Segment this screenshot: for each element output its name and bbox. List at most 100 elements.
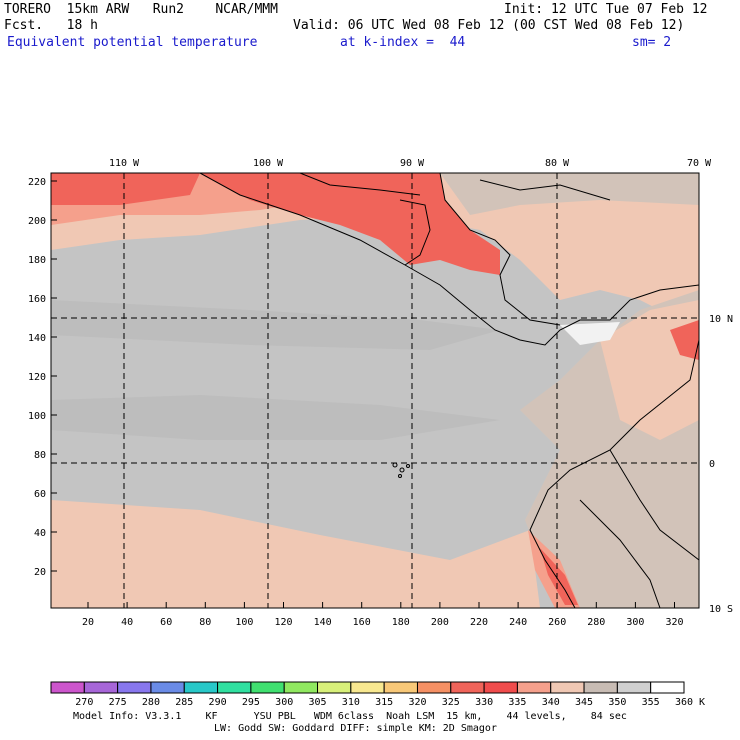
longitude-label: 90 W [400, 158, 425, 169]
forecast-hour-label: Fcst. 18 h [4, 18, 98, 33]
x-grid-ticks: 20 40 60 80 100 120 140 160 180 200 220 240 260 280 30… [82, 602, 684, 628]
colorbar-swatch [317, 681, 352, 694]
coastlines [199, 173, 699, 608]
colorbar-swatch [516, 681, 552, 694]
x-tick-label: 40 [121, 617, 133, 628]
x-tick-label: 80 [199, 617, 211, 628]
y-tick-label: 40 [34, 528, 46, 539]
colorbar-swatch [650, 681, 685, 694]
y-tick-label: 180 [28, 255, 46, 266]
model-run-label: TORERO 15km ARW Run2 NCAR/MMM [4, 2, 278, 17]
valid-time-label: Valid: 06 UTC Wed 08 Feb 12 (00 CST Wed … [293, 18, 685, 33]
colorbar-label: 325 [442, 697, 460, 708]
x-tick-label: 180 [392, 617, 410, 628]
x-tick-label: 320 [665, 617, 683, 628]
latitude-label: 0 [709, 459, 715, 470]
colorbar-label: 345 [575, 697, 593, 708]
level-label: at k-index = 44 [340, 35, 466, 50]
colorbar-label: 340 [542, 697, 560, 708]
north-hot-patch [51, 173, 200, 205]
colorbar-swatch [383, 681, 418, 694]
field-shading [51, 173, 699, 608]
model-info-line: Model Info: V3.3.1 KF YSU PBL WDM 6class… [73, 711, 627, 722]
longitude-label: 80 W [545, 158, 570, 169]
colorbar-swatch [583, 681, 618, 694]
x-tick-label: 280 [587, 617, 605, 628]
venezuela-hot-patch [670, 320, 699, 360]
colorbar-label: 360 [675, 697, 693, 708]
x-tick-label: 140 [314, 617, 332, 628]
x-tick-label: 20 [82, 617, 94, 628]
latitude-label: 10 N [709, 314, 733, 325]
y-tick-label: 100 [28, 411, 46, 422]
colorbar-label: 290 [209, 697, 227, 708]
central-america-hot-land [200, 173, 500, 275]
colorbar-swatch [217, 681, 252, 694]
latitude-labels: 10 N 0 10 S [709, 314, 733, 615]
colorbar-label: 270 [75, 697, 93, 708]
colorbar-swatch [83, 681, 119, 694]
longitude-label: 100 W [253, 158, 284, 169]
colorbar-swatch [416, 681, 452, 694]
colorbar-swatch [483, 681, 518, 694]
colorbar-label: 320 [408, 697, 426, 708]
y-tick-label: 200 [28, 216, 46, 227]
latlon-grid [51, 173, 699, 608]
y-grid-ticks: 220 200 180 160 140 120 100 80 60 40 20 [28, 177, 57, 578]
field-name-label: Equivalent potential temperature [7, 35, 258, 50]
longitude-label: 70 W [687, 158, 712, 169]
colorbar-label: 350 [608, 697, 626, 708]
colorbar-swatch [117, 681, 152, 694]
y-tick-label: 140 [28, 333, 46, 344]
longitude-label: 110 W [109, 158, 140, 169]
colorbar-swatch [250, 681, 285, 694]
colorbar-label: 295 [242, 697, 260, 708]
colorbar-label: 315 [375, 697, 393, 708]
colorbar-label: 305 [308, 697, 326, 708]
x-tick-label: 200 [431, 617, 449, 628]
colorbar-swatch [183, 681, 219, 694]
y-tick-label: 60 [34, 489, 46, 500]
ocean-streak-1 [51, 300, 500, 350]
colorbar-swatch [350, 681, 385, 694]
colorbar-label: 355 [642, 697, 660, 708]
latitude-label: 10 S [709, 604, 733, 615]
x-tick-label: 100 [235, 617, 253, 628]
colorbar-unit: K [699, 697, 705, 708]
y-tick-label: 120 [28, 372, 46, 383]
colorbar: 270 275 280 285 290 295 300 305 310 315 320 325 330 3… [50, 681, 705, 708]
x-tick-label: 220 [470, 617, 488, 628]
colorbar-swatch [616, 681, 652, 694]
x-tick-label: 160 [353, 617, 371, 628]
colorbar-label: 280 [142, 697, 160, 708]
panama-white-patch [560, 322, 620, 345]
ocean-streak-2 [51, 395, 500, 440]
init-time-label: Init: 12 UTC Tue 07 Feb 12 [504, 2, 708, 17]
south-warm-band-2 [51, 540, 330, 608]
physics-info-line: LW: Godd SW: Goddard DIFF: simple KM: 2D… [214, 723, 497, 734]
smoothing-label: sm= 2 [632, 35, 672, 50]
longitude-labels: 110 W 100 W 90 W 80 W 70 W [109, 158, 712, 169]
y-tick-label: 160 [28, 294, 46, 305]
colorbar-swatch [550, 681, 585, 694]
colorbar-label: 330 [475, 697, 493, 708]
y-tick-label: 220 [28, 177, 46, 188]
colorbar-label: 275 [109, 697, 127, 708]
x-tick-label: 60 [160, 617, 172, 628]
y-tick-label: 80 [34, 450, 46, 461]
x-tick-label: 240 [509, 617, 527, 628]
x-tick-label: 260 [548, 617, 566, 628]
colorbar-label: 285 [175, 697, 193, 708]
y-tick-label: 20 [34, 567, 46, 578]
colorbar-label: 300 [275, 697, 293, 708]
plot-frame [50, 172, 700, 609]
colorbar-swatch [150, 681, 185, 694]
caribbean-field [440, 173, 699, 215]
x-tick-label: 120 [274, 617, 292, 628]
colorbar-swatch [283, 681, 319, 694]
colorbar-label: 335 [508, 697, 526, 708]
x-tick-label: 300 [626, 617, 644, 628]
colorbar-label: 310 [342, 697, 360, 708]
colorbar-swatch [50, 681, 85, 694]
